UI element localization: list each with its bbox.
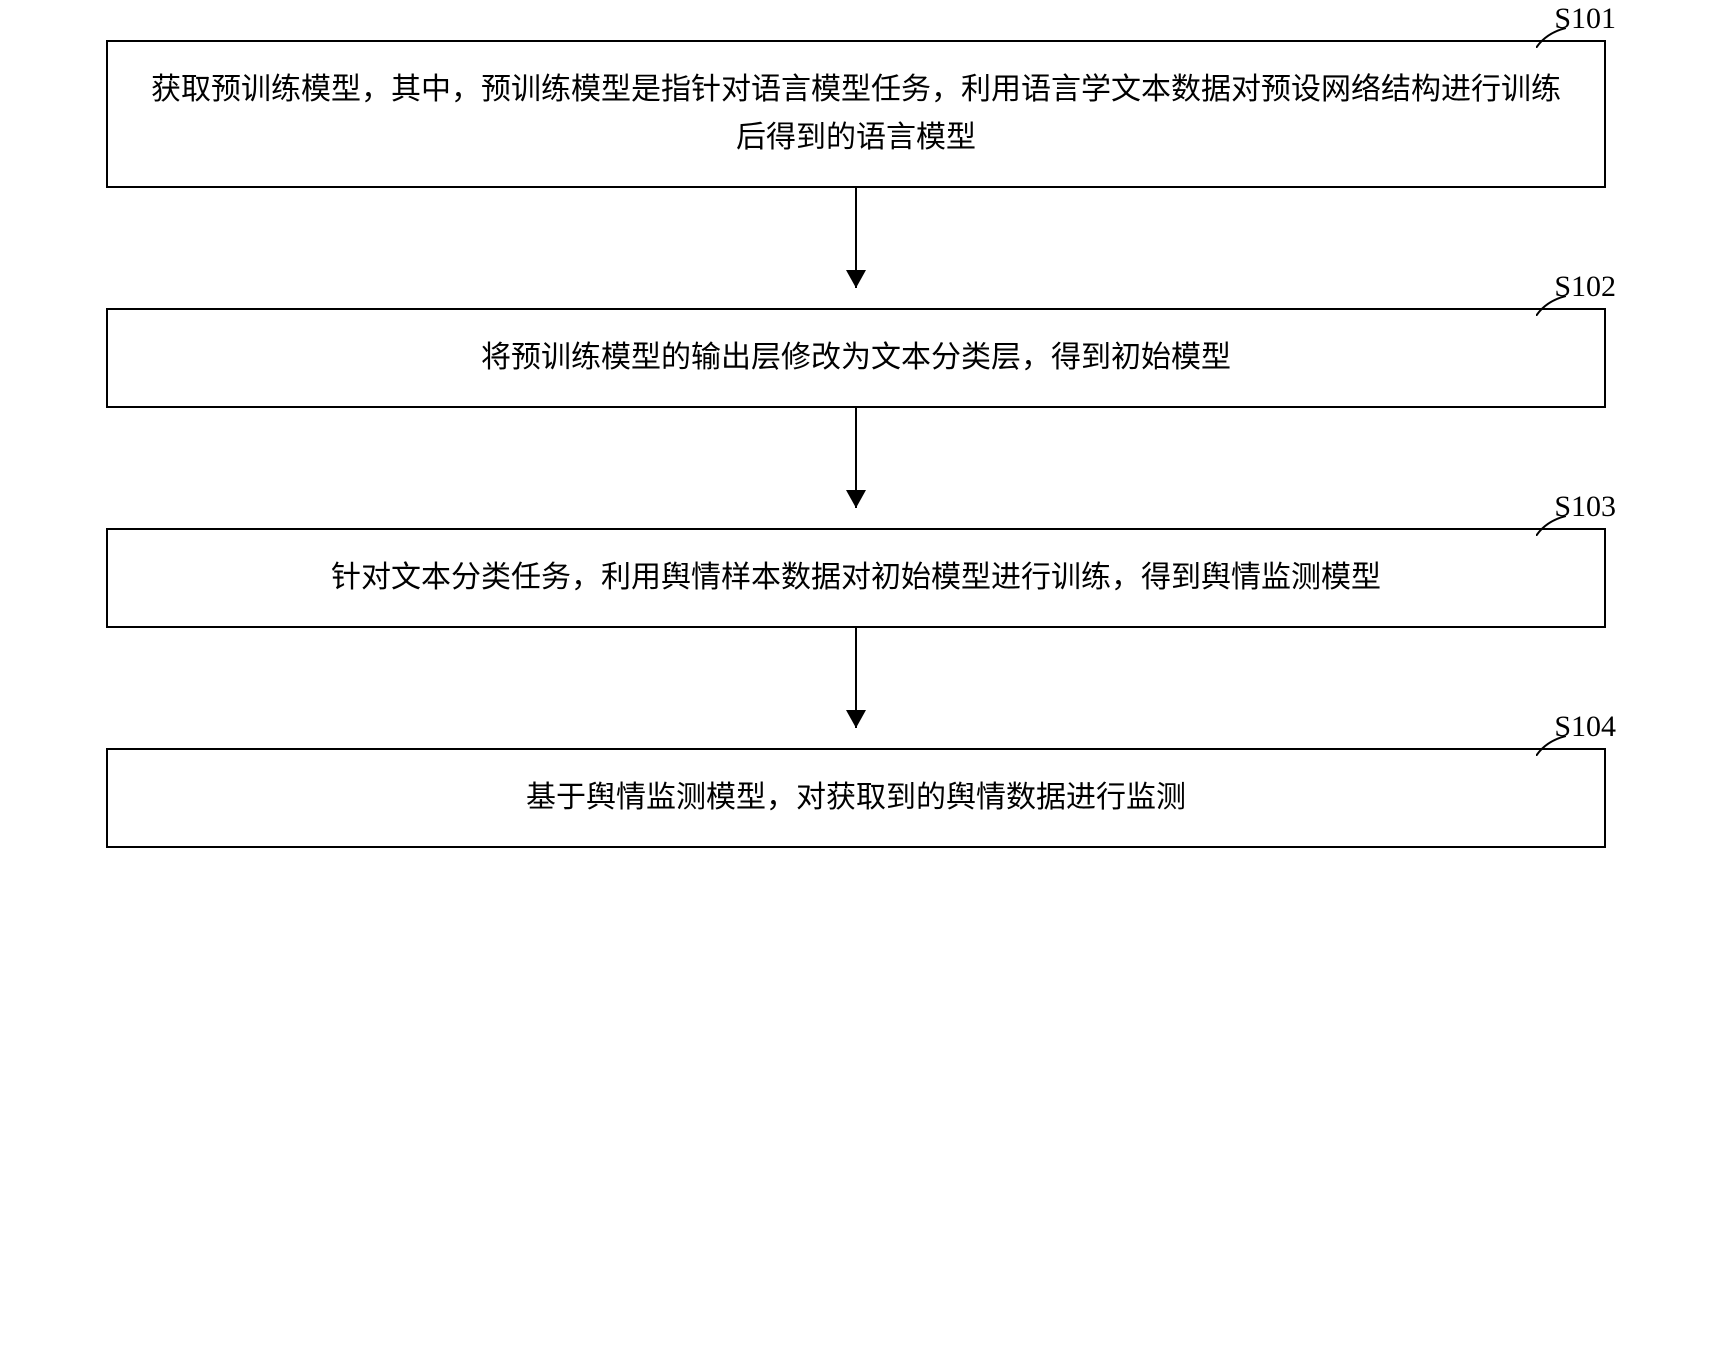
arrow-head-icon [846,270,866,288]
arrow-line [855,408,857,508]
label-connector-curve [1536,296,1566,316]
step-box-s104: 基于舆情监测模型，对获取到的舆情数据进行监测 [106,748,1606,848]
step-box-s102: 将预训练模型的输出层修改为文本分类层，得到初始模型 [106,308,1606,408]
label-connector-curve [1536,736,1566,756]
step-box-s103: 针对文本分类任务，利用舆情样本数据对初始模型进行训练，得到舆情监测模型 [106,528,1606,628]
arrow-line [855,628,857,728]
arrow-head-icon [846,710,866,728]
arrow-line [855,188,857,288]
arrow-head-icon [846,490,866,508]
step-wrapper-s104: S104 基于舆情监测模型，对获取到的舆情数据进行监测 [106,748,1606,848]
flowchart-container: S101 获取预训练模型，其中，预训练模型是指针对语言模型任务，利用语言学文本数… [106,40,1606,848]
arrow-s102-s103 [106,408,1606,528]
arrow-s103-s104 [106,628,1606,748]
step-wrapper-s101: S101 获取预训练模型，其中，预训练模型是指针对语言模型任务，利用语言学文本数… [106,40,1606,188]
step-box-s101: 获取预训练模型，其中，预训练模型是指针对语言模型任务，利用语言学文本数据对预设网… [106,40,1606,188]
arrow-s101-s102 [106,188,1606,308]
step-wrapper-s102: S102 将预训练模型的输出层修改为文本分类层，得到初始模型 [106,308,1606,408]
step-wrapper-s103: S103 针对文本分类任务，利用舆情样本数据对初始模型进行训练，得到舆情监测模型 [106,528,1606,628]
label-connector-curve [1536,516,1566,536]
label-connector-curve [1536,28,1566,48]
